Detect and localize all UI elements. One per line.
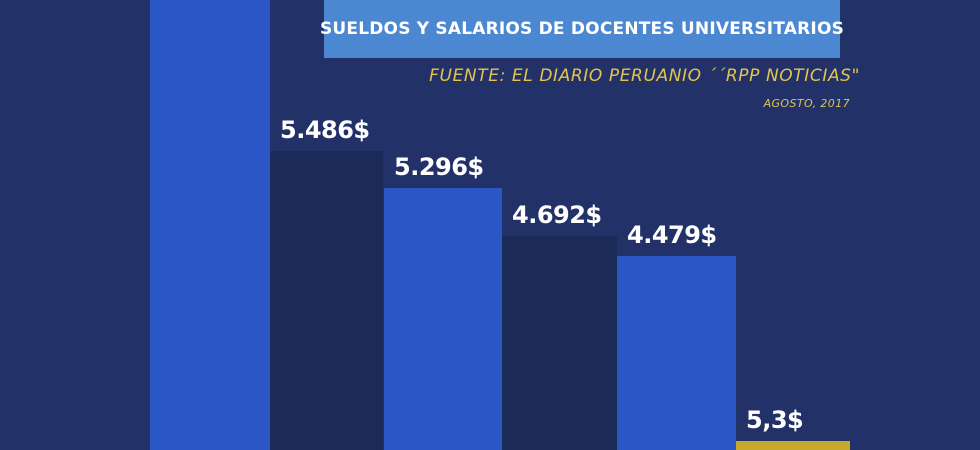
bar-5 xyxy=(617,256,736,450)
bar-value-label-3: 5.296$ xyxy=(394,153,484,181)
source-date: AGOSTO, 2017 xyxy=(763,97,850,110)
bar-value-label-4: 4.692$ xyxy=(512,201,602,229)
bar-value-label-6: 5,3$ xyxy=(746,406,803,434)
bar-value-label-5: 4.479$ xyxy=(627,221,717,249)
title-banner: SUELDOS Y SALARIOS DE DOCENTES UNIVERSIT… xyxy=(320,0,844,58)
bar-2 xyxy=(270,151,383,450)
chart-title: SUELDOS Y SALARIOS DE DOCENTES UNIVERSIT… xyxy=(319,19,845,39)
bar-4 xyxy=(502,236,617,450)
source-note: FUENTE: EL DIARIO PERUANIO ´´RPP NOTICIA… xyxy=(429,66,860,86)
bar-value-label-2: 5.486$ xyxy=(280,116,370,144)
bar-6 xyxy=(736,441,850,450)
bar-1 xyxy=(150,0,270,450)
bar-3 xyxy=(384,188,502,450)
